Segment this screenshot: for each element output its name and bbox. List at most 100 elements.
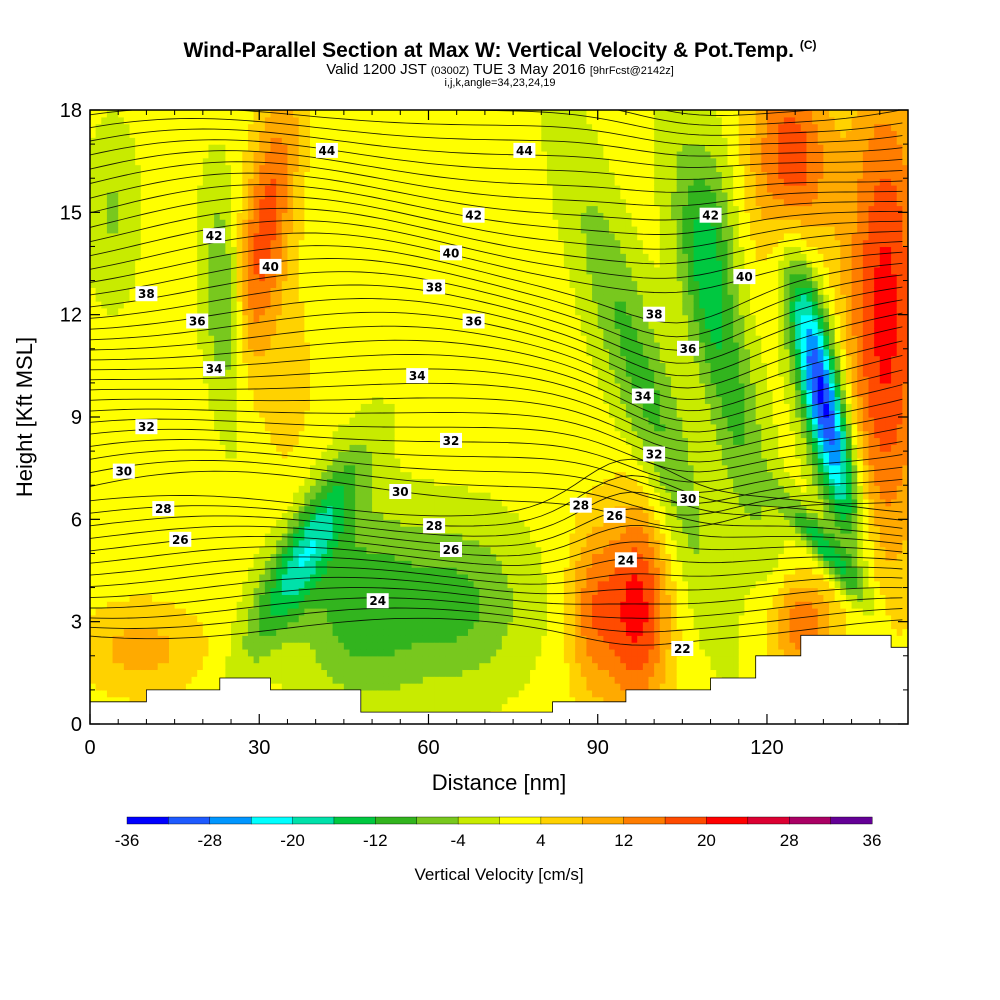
velocity-cell [95,642,102,650]
velocity-cell [191,280,198,288]
velocity-cell [152,621,159,630]
velocity-cell [118,273,125,282]
velocity-cell [146,164,153,172]
velocity-cell [315,341,322,350]
velocity-cell [236,110,243,118]
velocity-cell [383,280,390,288]
velocity-cell [326,492,334,500]
velocity-cell [355,225,362,234]
velocity-cell [129,642,136,650]
velocity-cell [281,505,289,514]
velocity-cell [146,123,153,132]
velocity-cell [90,662,97,671]
velocity-cell [219,287,226,295]
velocity-cell [95,519,102,527]
velocity-cell [180,341,187,350]
velocity-cell [157,294,164,302]
velocity-cell [202,137,210,145]
velocity-cell [163,573,170,582]
velocity-cell [298,451,305,459]
velocity-cell [112,648,119,657]
velocity-cell [135,478,142,486]
velocity-cell [197,341,204,350]
velocity-cell [225,464,232,473]
velocity-cell [343,485,351,493]
velocity-cell [157,648,164,657]
velocity-cell [394,369,401,377]
velocity-cell [180,485,187,493]
velocity-cell [168,417,176,425]
velocity-cell [298,628,305,636]
velocity-cell [236,260,243,268]
velocity-cell [197,573,204,582]
velocity-cell [202,478,210,486]
velocity-cell [112,123,119,132]
velocity-cell [343,614,351,623]
velocity-cell [287,662,294,671]
velocity-cell [343,635,351,643]
velocity-cell [281,457,289,466]
velocity-cell [123,362,131,370]
velocity-cell [247,341,255,350]
velocity-cell [197,635,204,643]
velocity-cell [152,546,159,555]
velocity-cell [366,198,373,207]
velocity-cell [247,430,255,439]
velocity-cell [298,457,305,466]
velocity-cell [231,171,238,179]
velocity-cell [338,464,345,473]
velocity-cell [372,485,379,493]
velocity-cell [129,526,136,534]
velocity-cell [343,389,351,398]
velocity-cell [304,110,311,118]
velocity-cell [388,301,396,309]
velocity-cell [242,594,249,602]
velocity-cell [135,362,142,370]
velocity-cell [304,137,311,145]
velocity-cell [231,253,238,261]
velocity-cell [118,430,125,439]
velocity-cell [349,287,356,295]
velocity-cell [95,492,102,500]
velocity-cell [174,519,181,527]
velocity-cell [310,635,317,643]
velocity-cell [310,157,317,166]
velocity-cell [372,130,379,138]
velocity-cell [242,451,249,459]
velocity-cell [349,498,356,507]
velocity-cell [168,621,176,630]
velocity-cell [106,321,114,329]
velocity-cell [321,444,328,452]
velocity-cell [321,614,328,623]
velocity-cell [355,335,362,343]
velocity-cell [281,560,289,568]
velocity-cell [326,287,334,295]
velocity-cell [129,246,136,254]
velocity-cell [383,635,390,643]
velocity-cell [197,539,204,548]
velocity-cell [174,621,181,630]
velocity-cell [101,137,108,145]
velocity-cell [281,260,289,268]
velocity-cell [129,410,136,418]
velocity-cell [253,498,260,507]
velocity-cell [129,485,136,493]
velocity-cell [185,526,193,534]
velocity-cell [400,642,407,650]
velocity-cell [90,328,97,336]
velocity-cell [219,178,226,186]
velocity-cell [253,116,260,125]
velocity-cell [202,280,210,288]
velocity-cell [310,608,317,616]
velocity-cell [264,464,272,473]
velocity-cell [321,266,328,275]
velocity-cell [326,662,334,671]
velocity-cell [270,110,277,118]
velocity-cell [202,403,210,411]
velocity-cell [372,382,379,391]
velocity-cell [225,614,232,623]
velocity-cell [123,478,131,486]
velocity-cell [332,301,339,309]
velocity-cell [315,239,322,248]
velocity-cell [185,546,193,555]
